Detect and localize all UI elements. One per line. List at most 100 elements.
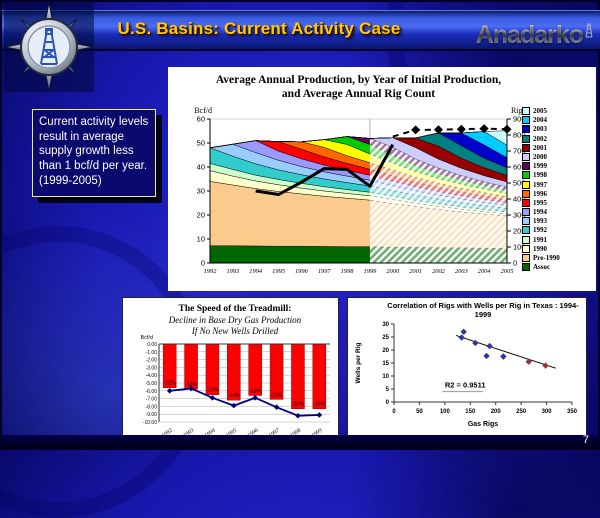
legend-swatch — [522, 143, 530, 152]
svg-text:1994: 1994 — [249, 268, 263, 275]
svg-text:1998: 1998 — [289, 428, 302, 440]
svg-text:1999: 1999 — [475, 310, 492, 319]
svg-text:1999: 1999 — [311, 428, 324, 440]
legend-item-2002: 2002 — [522, 134, 592, 143]
svg-text:Bcf/d: Bcf/d — [194, 106, 212, 115]
svg-text:-13%: -13% — [249, 388, 261, 394]
legend-swatch — [522, 235, 530, 244]
svg-text:5: 5 — [386, 387, 390, 393]
svg-text:600: 600 — [513, 163, 526, 172]
legend-item-1993: 1993 — [522, 217, 592, 226]
chart-legend: 2005 2004 2003 2002 2001 2000 1999 1998 1997 1996… — [522, 107, 592, 272]
svg-text:1992: 1992 — [161, 428, 174, 440]
svg-text:100: 100 — [440, 409, 451, 415]
svg-text:-3.00: -3.00 — [146, 365, 158, 371]
scatter-chart-panel: Correlation of Rigs with Wells per Rig i… — [347, 297, 587, 441]
legend-swatch — [522, 134, 530, 143]
legend-label: 1992 — [533, 226, 547, 235]
legend-label: 1996 — [533, 189, 547, 198]
main-chart-panel: Average Annual Production, by Year of In… — [168, 67, 596, 291]
svg-text:2000: 2000 — [386, 268, 400, 275]
svg-text:1999: 1999 — [364, 268, 378, 275]
production-rig-chart: Average Annual Production, by Year of In… — [194, 74, 526, 275]
legend-swatch — [522, 198, 530, 207]
svg-text:400: 400 — [513, 195, 526, 204]
svg-text:-7.00: -7.00 — [146, 397, 158, 403]
legend-item-1990: 1990 — [522, 244, 592, 253]
legend-label: Assoc — [533, 263, 551, 272]
compass-rig-icon — [4, 2, 94, 92]
legend-label: 1994 — [533, 208, 547, 217]
legend-item-1998: 1998 — [522, 171, 592, 180]
svg-text:0: 0 — [386, 400, 390, 406]
svg-text:-12%: -12% — [185, 382, 197, 388]
legend-swatch — [522, 226, 530, 235]
anadarko-logo-text: Anadarko — [475, 20, 584, 49]
trendline — [455, 334, 556, 369]
svg-text:2005: 2005 — [501, 268, 514, 275]
svg-text:0: 0 — [513, 259, 517, 268]
svg-text:200: 200 — [491, 409, 502, 415]
legend-item-1997: 1997 — [522, 180, 592, 189]
callout-text: Current activity levels result in averag… — [39, 116, 149, 187]
svg-text:1992: 1992 — [204, 268, 218, 275]
legend-label: 1999 — [533, 162, 547, 171]
svg-text:1993: 1993 — [226, 268, 239, 275]
legend-label: 2004 — [533, 116, 547, 125]
svg-text:-10.00: -10.00 — [143, 420, 157, 426]
page-title: U.S. Basins: Current Activity Case — [117, 19, 401, 38]
legend-swatch — [522, 263, 530, 272]
legend-swatch — [522, 125, 530, 134]
svg-text:-5.00: -5.00 — [146, 381, 158, 387]
svg-text:10: 10 — [382, 374, 389, 380]
svg-text:0.00: 0.00 — [147, 342, 157, 348]
svg-text:1995: 1995 — [225, 428, 238, 440]
svg-text:30: 30 — [197, 187, 205, 196]
svg-text:60: 60 — [197, 115, 205, 124]
legend-swatch — [522, 254, 530, 262]
legend-label: 2000 — [533, 152, 547, 161]
anadarko-logo: Anadarko — [476, 20, 594, 50]
svg-text:The Speed of the Treadmill:: The Speed of the Treadmill: — [179, 304, 292, 314]
legend-label: 1991 — [533, 235, 547, 244]
svg-text:2002: 2002 — [432, 268, 446, 275]
svg-text:Average Annual Production, by: Average Annual Production, by Year of In… — [216, 74, 501, 86]
svg-text:30: 30 — [382, 322, 389, 328]
svg-text:200: 200 — [513, 227, 526, 236]
svg-text:-13%: -13% — [207, 388, 219, 394]
svg-text:-4.00: -4.00 — [146, 373, 158, 379]
svg-text:-8.00: -8.00 — [146, 404, 158, 410]
svg-text:-14%: -14% — [271, 392, 283, 398]
legend-item-1995: 1995 — [522, 198, 592, 207]
svg-text:-2.00: -2.00 — [146, 358, 158, 364]
legend-item-1994: 1994 — [522, 208, 592, 217]
svg-text:900: 900 — [513, 115, 526, 124]
decline-bar-1995 — [227, 343, 241, 401]
legend-swatch — [522, 208, 530, 217]
svg-text:350: 350 — [567, 409, 578, 415]
legend-item-2005: 2005 — [522, 107, 592, 115]
legend-swatch — [522, 116, 530, 125]
legend-item-1996: 1996 — [522, 189, 592, 198]
legend-label: 1990 — [533, 244, 547, 253]
r2-annotation: R2 = 0.9511 — [445, 381, 486, 390]
svg-text:2003: 2003 — [455, 268, 468, 275]
svg-text:250: 250 — [516, 409, 527, 415]
svg-text:500: 500 — [513, 179, 526, 188]
legend-item-1999: 1999 — [522, 162, 592, 171]
legend-swatch — [522, 189, 530, 198]
legend-swatch — [522, 162, 530, 171]
legend-swatch — [522, 171, 530, 180]
svg-text:and Average Annual Rig Count: and Average Annual Rig Count — [282, 88, 435, 100]
svg-text:Rigs: Rigs — [511, 106, 526, 115]
legend-swatch — [522, 180, 530, 189]
legend-label: 2002 — [533, 134, 547, 143]
svg-text:700: 700 — [513, 147, 526, 156]
rig-count-line — [255, 143, 395, 197]
svg-text:150: 150 — [465, 409, 476, 415]
svg-text:20: 20 — [197, 211, 205, 220]
decline-line — [169, 387, 320, 417]
svg-text:1995: 1995 — [272, 268, 285, 275]
legend-item-2000: 2000 — [522, 152, 592, 161]
svg-text:1996: 1996 — [295, 268, 309, 275]
